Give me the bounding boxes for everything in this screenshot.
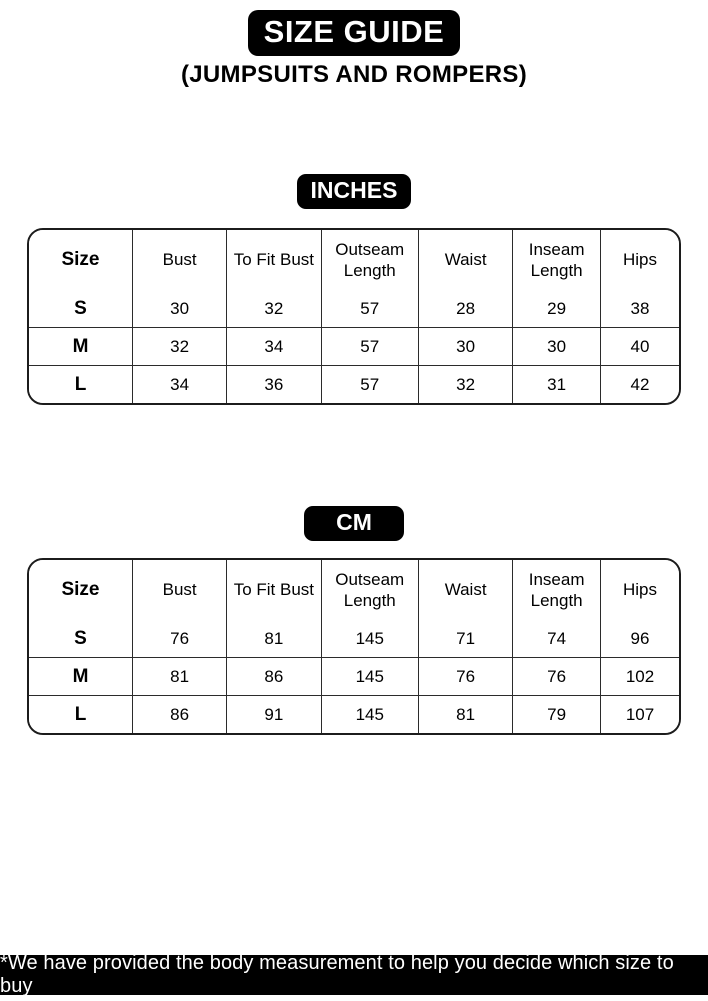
value-cell: 32: [133, 328, 228, 366]
value-cell: 38: [601, 290, 679, 328]
value-cell: 40: [601, 328, 679, 366]
header: SIZE GUIDE (JUMPSUITS AND ROMPERS): [0, 10, 708, 89]
value-cell: 34: [227, 328, 322, 366]
size-cell: M: [29, 658, 133, 696]
size-cell: L: [29, 696, 133, 733]
value-cell: 30: [419, 328, 514, 366]
column-header-hips: Hips: [601, 560, 679, 620]
inches-table: Size Bust To Fit Bust Outseam Length Wai…: [27, 228, 681, 405]
value-cell: 28: [419, 290, 514, 328]
value-cell: 76: [419, 658, 514, 696]
value-cell: 86: [133, 696, 228, 733]
value-cell: 36: [227, 366, 322, 403]
column-header-outseam-length: Outseam Length: [321, 560, 419, 620]
value-cell: 30: [133, 290, 228, 328]
cm-table: Size Bust To Fit Bust Outseam Length Wai…: [27, 558, 681, 735]
value-cell: 57: [321, 366, 419, 403]
value-cell: 81: [419, 696, 514, 733]
column-header-hips: Hips: [601, 230, 679, 290]
column-header-bust: Bust: [133, 560, 228, 620]
value-cell: 79: [513, 696, 601, 733]
table-row: L 34 36 57 32 31 42: [29, 366, 679, 403]
table-row: S 30 32 57 28 29 38: [29, 290, 679, 328]
column-header-size: Size: [29, 230, 133, 290]
value-cell: 102: [601, 658, 679, 696]
size-cell: L: [29, 366, 133, 403]
table-row: L 86 91 145 81 79 107: [29, 696, 679, 733]
value-cell: 71: [419, 620, 514, 658]
value-cell: 42: [601, 366, 679, 403]
footnote-text: *We have provided the body measurement t…: [0, 952, 674, 997]
table-row: M 32 34 57 30 30 40: [29, 328, 679, 366]
page-title: SIZE GUIDE: [247, 10, 461, 56]
value-cell: 31: [513, 366, 601, 403]
value-cell: 29: [513, 290, 601, 328]
value-cell: 30: [513, 328, 601, 366]
size-cell: M: [29, 328, 133, 366]
value-cell: 145: [321, 658, 419, 696]
size-cell: S: [29, 290, 133, 328]
inches-unit-badge: INCHES: [296, 174, 412, 209]
size-cell: S: [29, 620, 133, 658]
value-cell: 57: [321, 328, 419, 366]
inches-badge-row: INCHES: [0, 174, 708, 209]
value-cell: 81: [133, 658, 228, 696]
value-cell: 96: [601, 620, 679, 658]
footnote-bar: *We have provided the body measurement t…: [0, 952, 708, 997]
table-header-row: Size Bust To Fit Bust Outseam Length Wai…: [29, 230, 679, 290]
table-row: S 76 81 145 71 74 96: [29, 620, 679, 658]
value-cell: 81: [227, 620, 322, 658]
value-cell: 57: [321, 290, 419, 328]
value-cell: 32: [419, 366, 514, 403]
table-header-row: Size Bust To Fit Bust Outseam Length Wai…: [29, 560, 679, 620]
value-cell: 145: [321, 696, 419, 733]
column-header-to-fit-bust: To Fit Bust: [227, 560, 322, 620]
value-cell: 74: [513, 620, 601, 658]
value-cell: 91: [227, 696, 322, 733]
page-subtitle: (JUMPSUITS AND ROMPERS): [180, 61, 528, 88]
column-header-waist: Waist: [419, 560, 514, 620]
column-header-bust: Bust: [133, 230, 228, 290]
value-cell: 32: [227, 290, 322, 328]
value-cell: 34: [133, 366, 228, 403]
value-cell: 86: [227, 658, 322, 696]
column-header-inseam-length: Inseam Length: [513, 230, 601, 290]
value-cell: 76: [133, 620, 228, 658]
table-row: M 81 86 145 76 76 102: [29, 658, 679, 696]
cm-badge-row: CM: [0, 506, 708, 541]
column-header-inseam-length: Inseam Length: [513, 560, 601, 620]
column-header-size: Size: [29, 560, 133, 620]
column-header-outseam-length: Outseam Length: [321, 230, 419, 290]
column-header-to-fit-bust: To Fit Bust: [227, 230, 322, 290]
cm-unit-badge: CM: [304, 506, 404, 541]
value-cell: 107: [601, 696, 679, 733]
value-cell: 145: [321, 620, 419, 658]
value-cell: 76: [513, 658, 601, 696]
column-header-waist: Waist: [419, 230, 514, 290]
